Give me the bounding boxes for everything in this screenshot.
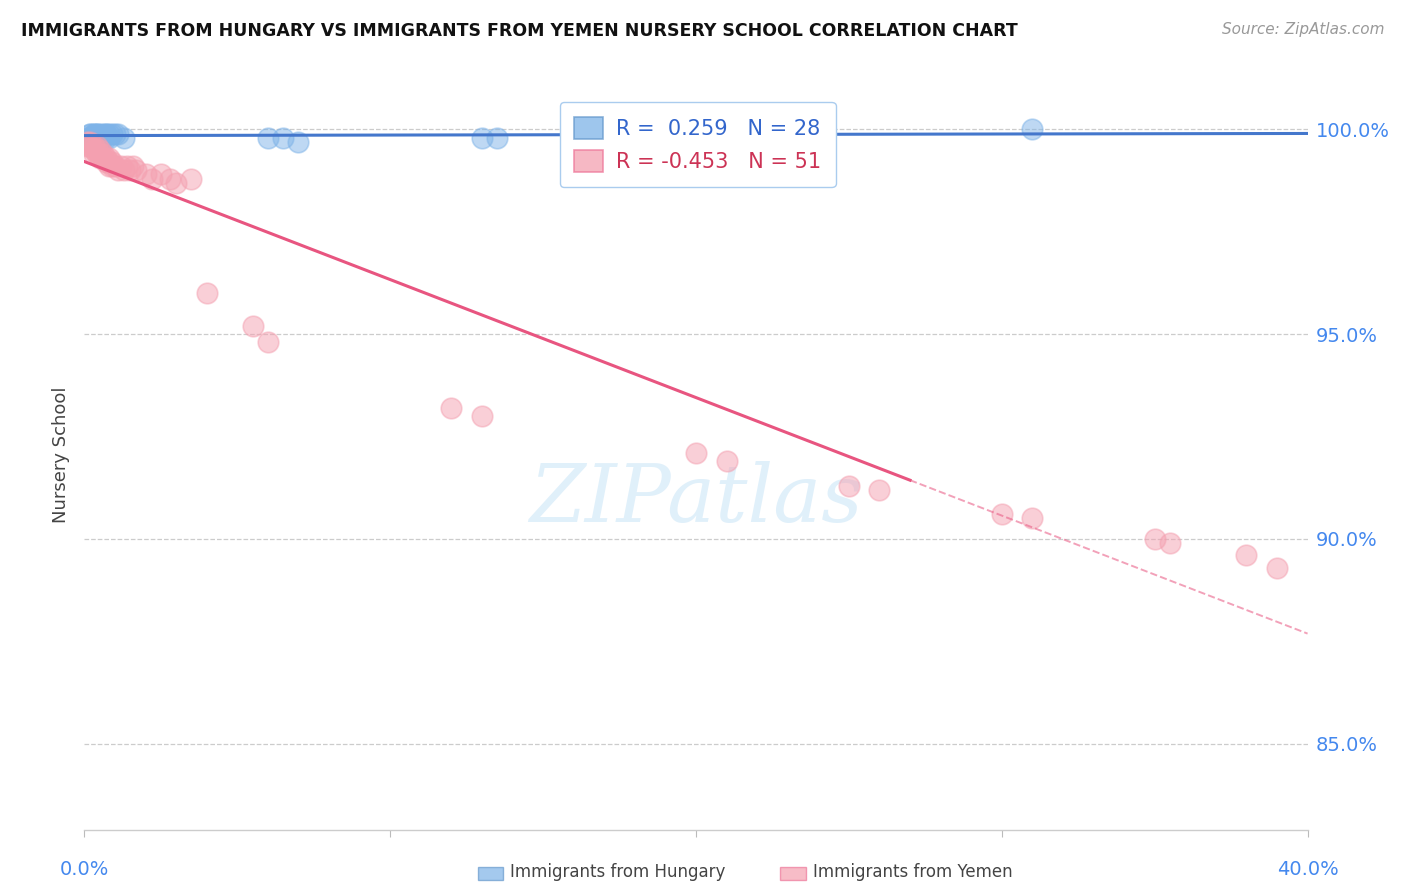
Point	[135, 168, 157, 182]
Point	[94, 127, 117, 141]
Point	[89, 147, 111, 161]
Point	[83, 138, 105, 153]
Point	[97, 159, 120, 173]
Point	[86, 143, 108, 157]
Text: Source: ZipAtlas.com: Source: ZipAtlas.com	[1222, 22, 1385, 37]
Point	[94, 155, 117, 169]
Legend: R =  0.259   N = 28, R = -0.453   N = 51: R = 0.259 N = 28, R = -0.453 N = 51	[560, 102, 835, 187]
Point	[79, 135, 101, 149]
Point	[104, 159, 127, 173]
Point	[110, 159, 132, 173]
Point	[97, 155, 120, 169]
Point	[107, 127, 129, 141]
Point	[685, 446, 707, 460]
Text: 0.0%: 0.0%	[59, 860, 110, 880]
Point	[1021, 122, 1043, 136]
Text: Immigrants from Hungary: Immigrants from Hungary	[510, 863, 725, 881]
Point	[83, 130, 105, 145]
Point	[86, 138, 108, 153]
Text: ZIPatlas: ZIPatlas	[529, 461, 863, 539]
Point	[76, 130, 98, 145]
Point	[1143, 532, 1166, 546]
Point	[79, 138, 101, 153]
Point	[79, 127, 101, 141]
Point	[94, 127, 117, 141]
Point	[716, 454, 738, 468]
Point	[104, 127, 127, 141]
Point	[159, 171, 181, 186]
Point	[86, 130, 108, 145]
Point	[115, 159, 138, 173]
Text: 40.0%: 40.0%	[1277, 860, 1339, 880]
Point	[76, 135, 98, 149]
Point	[1236, 548, 1258, 562]
Point	[91, 127, 114, 141]
Text: IMMIGRANTS FROM HUNGARY VS IMMIGRANTS FROM YEMEN NURSERY SCHOOL CORRELATION CHAR: IMMIGRANTS FROM HUNGARY VS IMMIGRANTS FR…	[21, 22, 1018, 40]
Point	[76, 138, 98, 153]
Text: Immigrants from Yemen: Immigrants from Yemen	[813, 863, 1012, 881]
Y-axis label: Nursery School: Nursery School	[52, 386, 70, 524]
Point	[101, 159, 124, 173]
Point	[94, 130, 117, 145]
Point	[101, 127, 124, 141]
Point	[83, 127, 105, 141]
Point	[91, 151, 114, 165]
Point	[257, 335, 280, 350]
Point	[112, 130, 135, 145]
Point	[83, 143, 105, 157]
Point	[165, 176, 187, 190]
Point	[869, 483, 891, 497]
Point	[86, 147, 108, 161]
Point	[1265, 560, 1288, 574]
Point	[242, 318, 264, 333]
Point	[86, 127, 108, 141]
Point	[287, 135, 309, 149]
Point	[101, 155, 124, 169]
Point	[89, 127, 111, 141]
Point	[1021, 511, 1043, 525]
Point	[89, 130, 111, 145]
Point	[486, 130, 509, 145]
Point	[120, 163, 142, 178]
Point	[94, 151, 117, 165]
Point	[125, 163, 148, 178]
Point	[83, 147, 105, 161]
Point	[195, 286, 218, 301]
Point	[91, 130, 114, 145]
Point	[122, 159, 145, 173]
Point	[149, 168, 172, 182]
Point	[1159, 536, 1181, 550]
Point	[91, 147, 114, 161]
Point	[991, 508, 1014, 522]
Point	[89, 143, 111, 157]
Point	[79, 127, 101, 141]
Point	[107, 163, 129, 178]
Point	[838, 478, 860, 492]
Point	[112, 163, 135, 178]
Point	[83, 127, 105, 141]
Point	[141, 171, 163, 186]
Point	[180, 171, 202, 186]
Point	[97, 127, 120, 141]
Point	[440, 401, 463, 415]
Point	[257, 130, 280, 145]
Point	[97, 130, 120, 145]
Point	[471, 409, 494, 423]
Point	[89, 151, 111, 165]
Point	[271, 130, 294, 145]
Point	[86, 127, 108, 141]
Point	[97, 151, 120, 165]
Point	[471, 130, 494, 145]
